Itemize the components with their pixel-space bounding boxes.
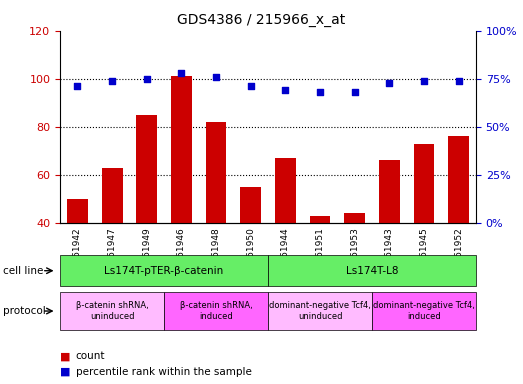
Point [350,89,359,95]
Text: Ls174T-L8: Ls174T-L8 [346,266,398,276]
Point [108,78,116,84]
Text: count: count [76,351,105,361]
Text: β-catenin shRNA,
uninduced: β-catenin shRNA, uninduced [76,301,149,321]
Bar [448,136,469,223]
Text: GDS4386 / 215966_x_at: GDS4386 / 215966_x_at [177,13,346,27]
Bar [344,213,365,223]
Point [177,70,186,76]
Bar [310,215,331,223]
Text: dominant-negative Tcf4,
induced: dominant-negative Tcf4, induced [373,301,475,321]
Bar [67,199,88,223]
Point [454,78,463,84]
Text: percentile rank within the sample: percentile rank within the sample [76,367,252,377]
Text: ■: ■ [60,367,71,377]
Point [316,89,324,95]
Bar [414,144,434,223]
Point [246,83,255,89]
Point [143,76,151,82]
Text: ■: ■ [60,351,71,361]
Text: β-catenin shRNA,
induced: β-catenin shRNA, induced [180,301,253,321]
Bar [137,115,157,223]
Point [420,78,428,84]
Text: Ls174T-pTER-β-catenin: Ls174T-pTER-β-catenin [105,266,224,276]
Bar [206,122,226,223]
Text: protocol: protocol [3,306,46,316]
Text: cell line: cell line [3,266,43,276]
Point [385,79,393,86]
Point [281,87,290,93]
Bar [275,158,295,223]
Bar [241,187,261,223]
Point [212,74,220,80]
Text: dominant-negative Tcf4,
uninduced: dominant-negative Tcf4, uninduced [269,301,371,321]
Point [73,83,82,89]
Bar [379,161,400,223]
Bar [171,76,192,223]
Bar [101,167,122,223]
